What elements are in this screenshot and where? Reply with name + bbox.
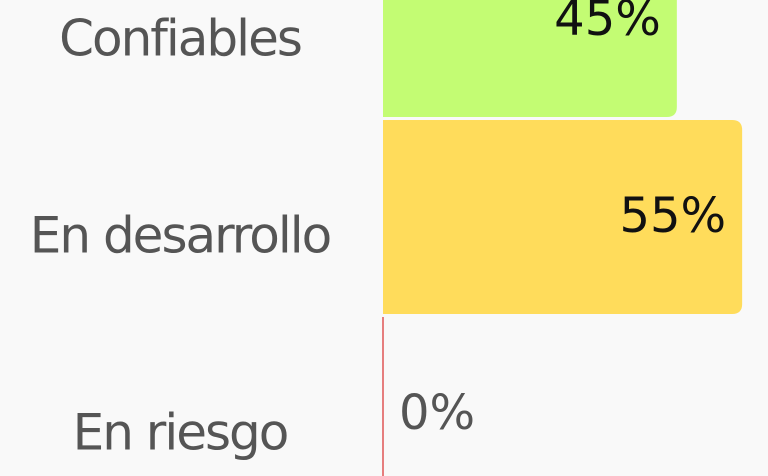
category-label: En desarrollo	[30, 207, 330, 265]
category-label: En riesgo	[73, 404, 288, 462]
value-label: 0%	[399, 385, 475, 441]
bar	[383, 120, 743, 314]
value-label: 45%	[554, 0, 661, 47]
bar	[383, 0, 677, 117]
value-label: 55%	[619, 188, 726, 244]
category-label: Confiables	[59, 10, 301, 68]
